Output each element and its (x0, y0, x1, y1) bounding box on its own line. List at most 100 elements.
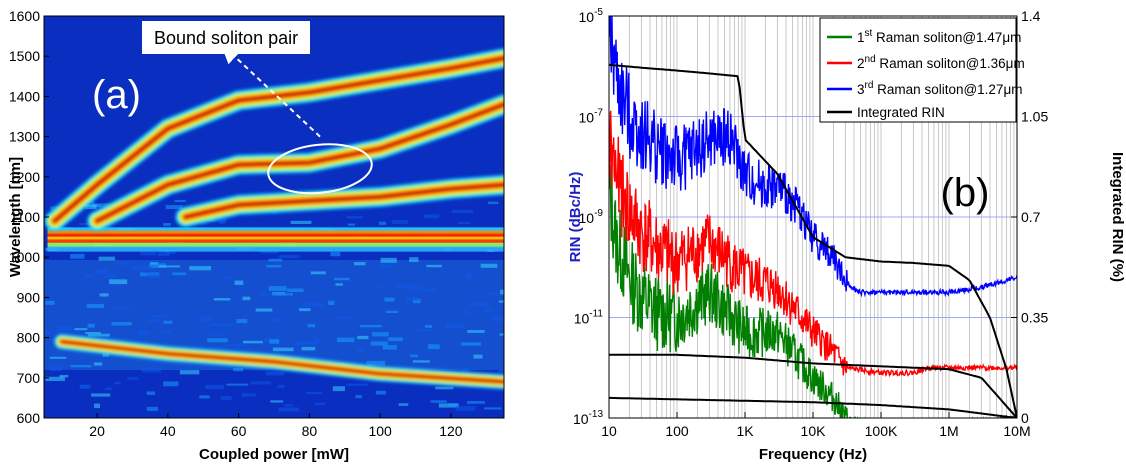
heatmap-noise-cell (398, 403, 409, 406)
heatmap-noise-cell (357, 335, 369, 340)
heatmap-noise-cell (480, 263, 498, 268)
heatmap-noise-cell (163, 223, 171, 226)
heatmap-noise-cell (272, 347, 294, 352)
heatmap-noise-cell (268, 286, 287, 291)
bound-soliton-arrow (220, 43, 321, 138)
legend-1st-sup: st (865, 28, 873, 39)
panel-b-ytick-label: 10-5 (579, 7, 604, 25)
heatmap-noise-cell (359, 324, 382, 328)
panel-b-ytick-label: 10-11 (574, 309, 604, 327)
heatmap-noise-cell (88, 333, 110, 337)
heatmap-noise-cell (484, 407, 502, 410)
heatmap-noise-cell (290, 220, 312, 225)
heatmap-noise-cell (57, 326, 73, 331)
heatmap-noise-cell (370, 341, 388, 346)
heatmap-noise-cell (189, 266, 212, 271)
panel-b-y2tick-label: 1.05 (1021, 109, 1048, 125)
heatmap-noise-cell (451, 209, 474, 214)
panel-a-xtick-label: 100 (368, 423, 392, 439)
heatmap-noise-cell (380, 257, 397, 263)
heatmap-noise-cell (211, 217, 227, 223)
pump-stripe (47, 236, 504, 242)
heatmap-noise-cell (200, 222, 208, 225)
heatmap-noise-cell (91, 393, 111, 397)
heatmap-noise-cell (213, 298, 231, 301)
heatmap-noise-cell (207, 338, 228, 343)
legend: 1st Raman soliton@1.47μm 2nd Raman solit… (819, 17, 1025, 123)
heatmap-noise-cell (206, 333, 224, 336)
heatmap-noise-cell (412, 298, 421, 304)
legend-2nd-pre: 2 (857, 56, 865, 71)
annotation-box (142, 21, 310, 54)
pump-stripe (47, 239, 504, 245)
heatmap-noise-cell (131, 265, 152, 270)
legend-3rd-pre: 3 (857, 82, 865, 97)
heatmap-trace-bands (44, 48, 504, 390)
heatmap-noise-cell (79, 385, 89, 388)
heatmap-noise-cell (301, 302, 323, 308)
panel-b-rin-chart: 10 100 1K 10K 100K 1M 10M10-1310-1110-910-710-… (567, 7, 1126, 463)
heatmap-noise-cell (334, 277, 350, 281)
panel-a-xtick-label: 60 (231, 423, 247, 439)
heatmap-noise-cell (458, 222, 471, 225)
heatmap-noise-cell (297, 341, 319, 345)
heatmap-noise-cell (87, 323, 95, 328)
legend-1st-post: Raman soliton@1.47μm (872, 30, 1021, 45)
heatmap-noise-cell (137, 330, 151, 335)
series-line (609, 110, 1017, 378)
trace-band (52, 56, 504, 223)
heatmap-noise-cell (347, 223, 356, 226)
heatmap-noise-cell (126, 377, 139, 380)
heatmap-noise-cell (265, 371, 285, 376)
heatmap-noise-cell (395, 284, 415, 289)
heatmap-noise-cell (413, 286, 422, 291)
heatmap-noise-cell (306, 391, 323, 395)
panel-a-ytick-label: 900 (17, 289, 41, 305)
heatmap-noise-cell (332, 386, 345, 392)
heatmap-noise-cell (44, 331, 53, 335)
panel-b-xtick-label: 10K (801, 423, 827, 439)
heatmap-noise-cell (284, 404, 294, 407)
heatmap-noise-cell (242, 296, 251, 301)
panel-b-ytick-label: 10-9 (579, 208, 604, 226)
heatmap-noise-cell (51, 366, 62, 372)
pump-stripe (47, 227, 504, 233)
heatmap-noise-cell (205, 384, 224, 390)
heatmap-noise-cell (141, 367, 162, 373)
heatmap-noise-cell (430, 400, 447, 403)
legend-label-2nd: 2nd Raman soliton@1.36μm (857, 54, 1025, 71)
panel-b-xtick-label: 10M (1003, 423, 1030, 439)
panel-b-axes: 10 100 1K 10K 100K 1M 10M10-1310-1110-910-710-… (573, 7, 1048, 439)
heatmap-noise-cell (330, 252, 341, 257)
heatmap-noise-cell (45, 376, 65, 381)
heatmap-pump-band (47, 227, 504, 252)
heatmap-noise-cell (272, 293, 292, 297)
heatmap-noise-cell (354, 262, 366, 266)
panel-b-ylabel-right: Integrated RIN (%) (1109, 152, 1126, 282)
heatmap-noise-cell (209, 323, 232, 327)
heatmap-noise-cell (146, 406, 159, 411)
panel-a-xtick-label: 80 (302, 423, 318, 439)
heatmap-noise-cell (426, 264, 442, 268)
heatmap-noise-cell (268, 258, 283, 262)
heatmap-noise-cell (179, 370, 200, 375)
heatmap-noise-cell (250, 381, 272, 385)
trace-band (95, 102, 504, 223)
legend-box (819, 17, 1017, 123)
heatmap-noise-cell (104, 273, 118, 278)
heatmap-noise-cell (95, 268, 107, 274)
heatmap-noise-cell (102, 352, 109, 357)
heatmap-noise-cell (220, 396, 232, 401)
heatmap-noise-cell (469, 301, 489, 307)
panel-b-xtick-label: 1K (736, 423, 754, 439)
heatmap-noise-cell (412, 360, 430, 363)
heatmap-noise-cell (485, 308, 495, 313)
heatmap-noise-cell (93, 403, 101, 409)
heatmap-noise-cell (338, 316, 351, 320)
panel-b-y2tick-label: 1.4 (1021, 8, 1041, 24)
heatmap-noise-cell (236, 318, 248, 324)
heatmap-noise-cell (225, 344, 247, 347)
panel-a-ytick-label: 800 (17, 330, 41, 346)
panel-b-ytick-label: 10-7 (579, 108, 604, 126)
heatmap-noise-cell (337, 337, 355, 343)
